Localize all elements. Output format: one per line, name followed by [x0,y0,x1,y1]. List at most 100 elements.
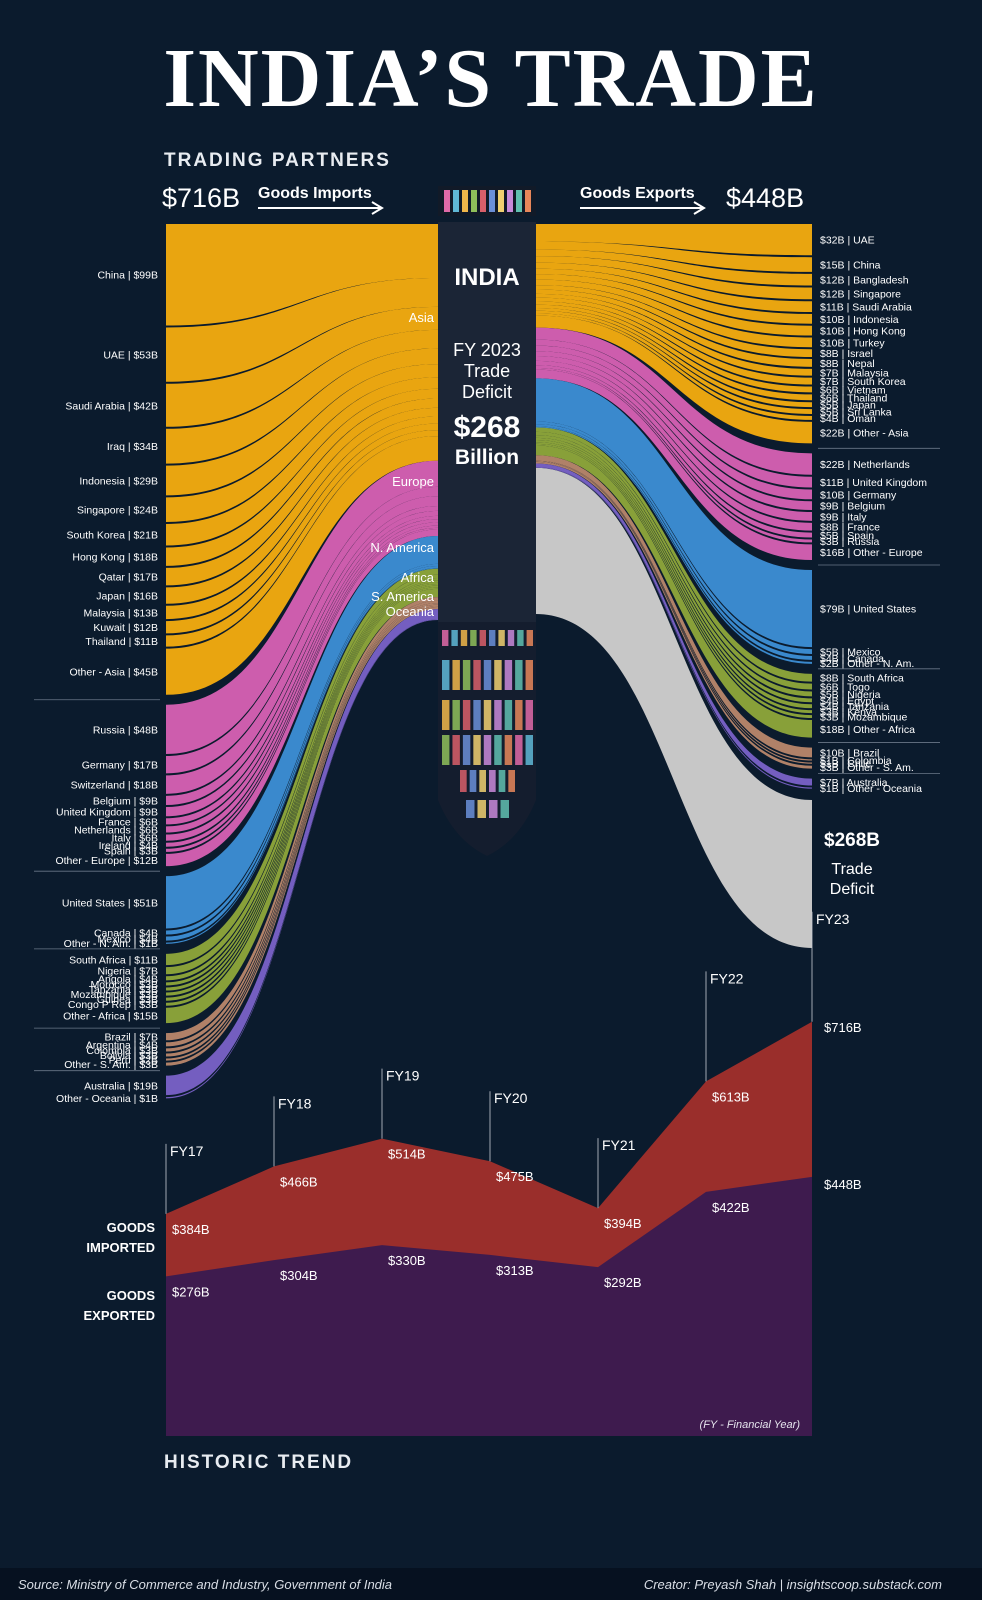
import-flow-belgium [166,506,438,806]
export-flow-brazil [536,455,812,758]
import-label-colombia: Colombia | $3B [86,1045,158,1057]
top-strip-block [498,190,504,212]
cargo-block [498,770,506,792]
cargo-block [494,735,502,765]
export-label-united-kingdom: $11B | United Kingdom [820,477,927,489]
fy-label-fy20: FY20 [494,1090,528,1106]
export-label-japan: $5B | Japan [820,400,876,412]
export-label-other-s-am: $3B | Other - S. Am. [820,762,914,774]
import-label-australia: Australia | $19B [84,1080,158,1092]
region-label-s-america: S. America [371,589,435,604]
export-flow-egypt [536,437,812,703]
import-label-kuwait: Kuwait | $12B [93,622,158,634]
import-label-thailand: Thailand | $11B [85,636,158,648]
india-box [438,222,536,622]
deficit-flow [536,467,812,948]
export-flow-mozambique [536,443,812,719]
import-flow-other-europe [166,529,438,867]
cargo-block [483,660,492,690]
cargo-block [473,700,481,730]
export-flow-mexico [536,421,812,654]
cargo-block [525,735,533,765]
export-value-fy21: $292B [604,1275,642,1290]
export-flow-chile [536,461,812,764]
center-fy: FY 2023 [453,340,521,360]
import-label-hong-kong: Hong Kong | $18B [72,552,158,564]
cargo-block [469,770,477,792]
import-flow-mozambique [166,584,438,996]
center-amount: $268 [454,411,521,444]
import-flow-saudi-arabia [166,306,438,427]
cargo-block [442,735,450,765]
import-label-morocco: Morocco | $3B [90,979,158,991]
import-value-fy20: $475B [496,1169,534,1184]
exports-total: $448B [726,183,805,213]
export-flow-colombia [536,460,812,761]
export-label-mozambique: $3B | Mozambique [820,712,908,724]
cargo-block [462,735,471,765]
export-flow-togo [536,431,812,690]
top-strip-block [462,190,468,212]
import-flow-nigeria [166,574,438,975]
export-label-saudi-arabia: $11B | Saudi Arabia [820,302,912,314]
export-label-sri-lanka: $5B | Sri Lanka [820,407,892,419]
import-flow-congo-p-rep [166,587,438,1006]
import-label-united-kingdom: United Kingdom | $9B [56,807,158,819]
region-label-oceania: Oceania [386,604,435,619]
import-flow-other-n-am [166,568,438,944]
export-flow-hong-kong [536,274,812,336]
region-label-europe: Europe [392,474,434,489]
export-flow-spain [536,365,812,538]
center-trade: Trade [464,361,510,381]
import-value-fy21: $394B [604,1216,642,1231]
export-flow-france [536,360,812,531]
series-label-imports-2: IMPORTED [86,1240,155,1255]
import-flow-japan [166,407,438,604]
fy-label-fy22: FY22 [710,970,744,986]
top-strip-block [471,190,477,212]
cargo-block [479,770,486,792]
import-label-other-n-am: Other - N. Am. | $1B [64,938,158,950]
export-flow-singapore [536,256,812,300]
import-flow-russia [166,460,438,754]
export-label-singapore: $12B | Singapore [820,288,901,300]
import-label-spain: Spain | $3B [104,845,158,857]
import-label-russia: Russia | $48B [93,724,158,736]
import-label-other-oceania: Other - Oceania | $1B [56,1093,158,1105]
import-flow-uae [166,278,438,382]
fy-label-fy19: FY19 [386,1068,420,1084]
export-label-russia: $3B | Russia [820,536,879,548]
export-label-germany: $10B | Germany [820,489,897,501]
export-label-kenya: $3B | Kenya [820,707,877,719]
export-label-italy: $9B | Italy [820,511,867,523]
cargo-block [504,700,513,730]
cargo-block [466,800,475,818]
deficit-amount: $268B [824,830,880,851]
export-flow-south-africa [536,427,812,682]
import-label-other-s-am: Other - S. Am. | $3B [64,1059,158,1071]
cargo-block [494,660,502,690]
import-flow-guinea [166,585,438,1001]
export-flow-other-asia [536,315,812,444]
export-label-south-korea: $7B | South Korea [820,376,906,388]
import-label-other-africa: Other - Africa | $15B [63,1010,158,1022]
top-strip-block [489,190,495,212]
export-label-thailand: $6B | Thailand [820,392,887,404]
import-flow-thailand [166,430,438,647]
region-label-n-america: N. America [370,540,434,555]
cargo-block [500,800,509,818]
import-label-ireland: Ireland | $4B [99,840,158,852]
section-historic-trend: HISTORIC TREND [164,1452,354,1473]
cargo-block [489,800,498,818]
cargo-block [517,630,524,646]
import-label-singapore: Singapore | $24B [77,505,158,517]
export-label-canada: $4B | Canada [820,653,884,665]
import-label-peru: Peru | $2B [109,1055,158,1067]
export-value-fy20: $313B [496,1263,534,1278]
cargo-block [508,770,515,792]
export-flow-nigeria [536,435,812,697]
import-label-other-europe: Other - Europe | $12B [55,855,158,867]
fy-label-fy21: FY21 [602,1137,636,1153]
cargo-block [442,660,450,690]
import-value-fy18: $466B [280,1174,318,1189]
